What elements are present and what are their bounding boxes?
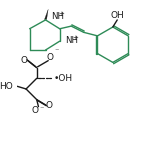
Text: O: O <box>46 101 53 110</box>
Text: ⁻: ⁻ <box>39 104 44 113</box>
Text: HO: HO <box>0 82 13 91</box>
Text: •OH: •OH <box>54 74 73 83</box>
Text: O: O <box>46 53 54 63</box>
Text: O: O <box>21 56 28 65</box>
Text: ⁻: ⁻ <box>54 46 59 55</box>
Polygon shape <box>45 9 48 19</box>
Text: OH: OH <box>110 11 124 20</box>
Text: +: + <box>58 11 64 17</box>
Text: NH: NH <box>51 12 64 21</box>
Text: +: + <box>72 35 78 41</box>
Text: NH: NH <box>65 36 78 45</box>
Text: O: O <box>32 106 38 115</box>
